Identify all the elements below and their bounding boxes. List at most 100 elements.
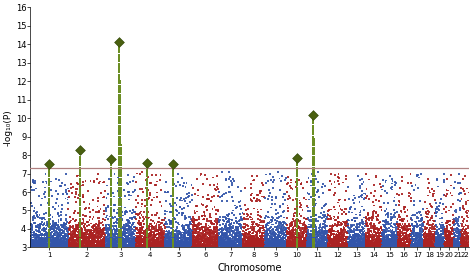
Point	[406, 244, 414, 248]
Point	[443, 205, 450, 210]
Point	[438, 229, 445, 234]
Point	[311, 228, 319, 232]
Point	[463, 240, 471, 245]
Point	[346, 243, 353, 247]
Point	[105, 244, 113, 248]
Point	[192, 243, 200, 247]
Point	[365, 243, 373, 247]
Point	[332, 236, 339, 240]
Point	[116, 123, 123, 128]
Point	[283, 229, 290, 233]
Point	[357, 245, 365, 249]
Point	[449, 239, 456, 243]
Point	[228, 245, 235, 249]
Point	[439, 223, 447, 227]
Point	[161, 222, 168, 226]
Point	[76, 241, 84, 246]
Point	[419, 238, 427, 243]
Point	[332, 229, 339, 234]
Point	[163, 242, 170, 247]
Point	[248, 236, 256, 240]
Point	[452, 228, 459, 232]
Point	[163, 235, 170, 240]
Point	[358, 234, 365, 238]
Point	[182, 243, 190, 247]
Point	[28, 227, 36, 231]
Point	[117, 165, 124, 170]
Point	[72, 229, 80, 233]
Point	[139, 190, 146, 195]
Point	[312, 228, 319, 232]
Point	[307, 235, 314, 240]
Point	[131, 240, 138, 245]
Point	[169, 234, 176, 238]
Point	[79, 236, 86, 241]
Point	[213, 237, 221, 241]
Point	[136, 243, 144, 248]
Point	[377, 226, 384, 230]
Point	[56, 233, 64, 238]
Point	[283, 227, 290, 232]
Point	[462, 242, 470, 246]
Point	[463, 235, 471, 240]
Point	[271, 237, 278, 241]
Point	[123, 228, 131, 232]
Point	[172, 228, 180, 233]
Point	[355, 242, 362, 246]
Point	[40, 242, 48, 246]
Point	[38, 196, 46, 201]
Point	[389, 238, 397, 243]
Point	[76, 240, 83, 245]
Point	[424, 226, 431, 230]
Point	[117, 230, 125, 235]
Point	[48, 235, 56, 239]
Point	[153, 245, 161, 249]
Point	[155, 223, 163, 227]
Point	[175, 229, 183, 234]
Point	[50, 227, 58, 232]
Point	[164, 232, 172, 237]
Point	[337, 206, 344, 211]
Point	[127, 241, 134, 245]
Point	[124, 218, 131, 222]
Point	[165, 243, 173, 247]
Point	[223, 213, 230, 217]
Point	[234, 234, 242, 238]
Point	[308, 244, 316, 249]
Point	[174, 234, 182, 239]
Point	[191, 238, 199, 242]
Point	[166, 243, 173, 247]
Point	[51, 241, 58, 245]
Point	[441, 229, 448, 233]
Point	[158, 244, 165, 249]
Point	[87, 245, 94, 249]
Point	[100, 244, 108, 248]
Point	[227, 225, 234, 230]
Point	[310, 232, 318, 236]
Point	[378, 244, 385, 248]
Point	[222, 236, 229, 240]
Point	[308, 241, 316, 245]
Point	[115, 238, 123, 243]
Point	[50, 223, 57, 228]
Point	[272, 212, 280, 216]
Point	[86, 245, 93, 250]
Point	[117, 176, 124, 181]
Point	[303, 240, 311, 244]
Point	[152, 243, 160, 247]
Point	[325, 242, 333, 246]
Point	[337, 220, 345, 225]
Point	[101, 239, 109, 244]
Point	[213, 235, 220, 239]
Point	[201, 245, 209, 249]
Point	[357, 240, 365, 244]
Point	[367, 235, 374, 240]
Point	[129, 231, 137, 235]
Point	[449, 243, 456, 247]
Point	[350, 230, 358, 234]
Point	[90, 224, 98, 228]
Point	[365, 216, 373, 220]
Point	[45, 228, 53, 232]
Point	[207, 237, 214, 242]
Point	[440, 238, 448, 243]
